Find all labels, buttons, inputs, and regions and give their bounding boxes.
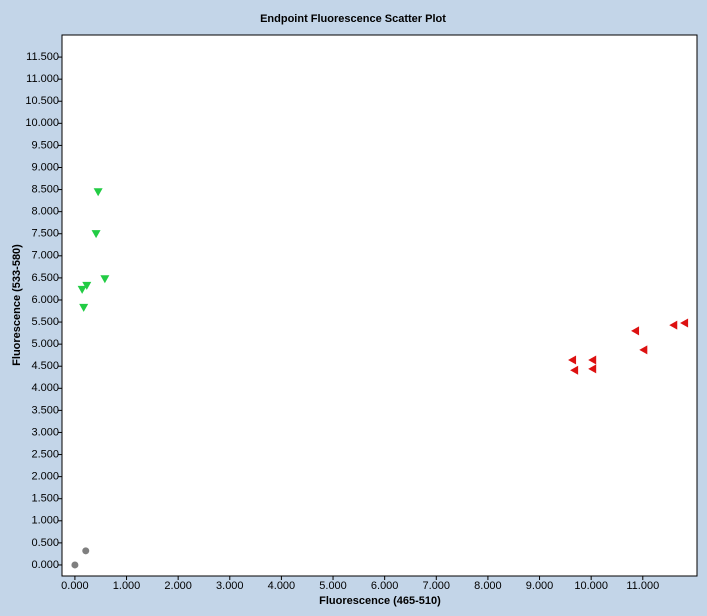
y-tick-label: 0.000 [31,559,59,571]
x-tick-label: 1.000 [113,580,141,592]
y-tick-label: 4.000 [31,382,59,394]
scatter-point [639,345,648,355]
scatter-point [82,547,90,555]
scatter-point [82,281,92,290]
y-tick-label: 10.500 [25,95,59,107]
x-tick-label: 11.000 [626,580,659,592]
y-tick-label: 4.500 [31,360,59,372]
scatter-point [100,275,110,284]
y-tick-label: 6.500 [31,272,59,284]
y-tick-label: 5.500 [31,316,59,328]
scatter-point [680,318,689,328]
scatter-point [71,561,79,569]
x-axis-label: Fluorescence (465-510) [319,595,441,607]
y-tick-label: 3.500 [31,404,59,416]
x-tick-label: 0.000 [61,580,89,592]
x-tick-label: 9.000 [526,580,554,592]
x-tick-label: 6.000 [371,580,399,592]
y-tick-label: 2.500 [31,448,59,460]
scatter-point [93,188,103,197]
scatter-point [631,326,640,336]
scatter-point [588,364,597,374]
scatter-point [79,303,89,312]
y-tick-label: 11.500 [26,51,59,63]
scatter-point [568,355,577,365]
y-tick-label: 7.000 [31,250,59,262]
scatter-point [669,320,678,330]
y-tick-label: 1.500 [31,493,59,505]
y-axis-label: Fluorescence (533-580) [11,244,23,366]
scatter-point [77,285,87,294]
x-tick-label: 5.000 [319,580,347,592]
y-tick-label: 5.000 [31,338,59,350]
x-tick-label: 8.000 [474,580,502,592]
x-tick-label: 7.000 [423,580,451,592]
scatter-point [588,355,597,365]
scatter-point [570,365,579,375]
y-tick-label: 6.000 [31,294,59,306]
x-tick-label: 4.000 [268,580,296,592]
y-tick-label: 8.000 [31,206,59,218]
y-tick-label: 7.500 [31,228,59,240]
y-tick-label: 8.500 [31,183,59,195]
y-tick-label: 11.000 [26,73,59,85]
x-tick-label: 10.000 [574,580,608,592]
y-tick-label: 3.000 [31,426,59,438]
x-tick-label: 3.000 [216,580,244,592]
scatter-point [91,230,101,239]
y-tick-label: 1.000 [31,515,59,527]
plot-area [61,34,698,577]
chart-title: Endpoint Fluorescence Scatter Plot [260,13,446,25]
y-tick-label: 0.500 [31,537,59,549]
y-tick-label: 9.000 [31,161,59,173]
y-tick-label: 10.000 [25,117,59,129]
y-tick-label: 9.500 [31,139,59,151]
x-tick-label: 2.000 [164,580,192,592]
y-tick-label: 2.000 [31,471,59,483]
